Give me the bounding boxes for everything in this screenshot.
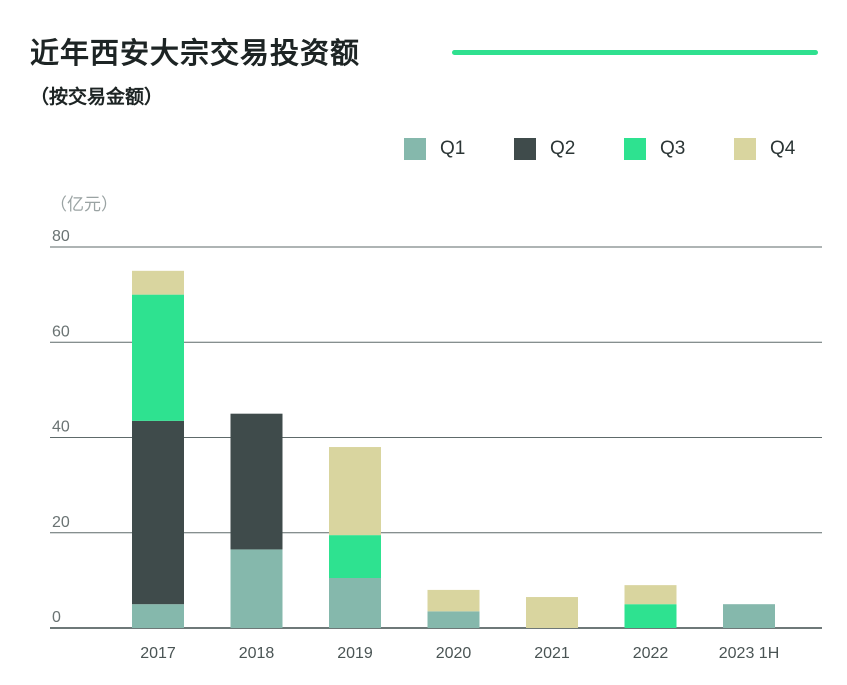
chart-subtitle: （按交易金额） [30, 86, 164, 108]
bar-segment-2022-q4 [624, 585, 677, 605]
x-tick-label: 2019 [337, 645, 373, 662]
x-tick-label: 2021 [534, 645, 570, 662]
bar-segment-2018-q2 [230, 413, 283, 550]
legend-label-q4: Q4 [770, 138, 796, 159]
title-accent-line [452, 50, 818, 55]
legend-label-q2: Q2 [550, 138, 576, 159]
bar-segment-2017-q3 [132, 294, 184, 421]
y-tick-label: 80 [52, 228, 70, 245]
legend-swatch-q3 [624, 138, 646, 160]
legend: Q1 Q2 Q3 Q4 [404, 138, 844, 160]
y-axis-unit-label: （亿元） [50, 195, 118, 215]
x-tick-label: 2017 [140, 645, 176, 662]
bar-segment-2019-q3 [329, 535, 381, 578]
bar-segment-2017-q1 [132, 604, 184, 628]
bar-segment-2021-q4 [526, 597, 578, 628]
x-tick-label: 2023 1H [719, 645, 780, 662]
bar-segment-2017-q2 [132, 420, 184, 605]
bar-segment-2020-q1 [427, 611, 480, 628]
legend-label-q1: Q1 [440, 138, 466, 159]
chart-title: 近年西安大宗交易投资额 [30, 36, 361, 70]
y-tick-label: 40 [52, 419, 70, 436]
bar-segment-2023-1H-q1 [723, 604, 775, 628]
x-tick-label: 2020 [436, 645, 472, 662]
legend-swatch-q4 [734, 138, 756, 160]
bar-segment-2019-q1 [329, 577, 381, 628]
legend-swatch-q1 [404, 138, 426, 160]
y-tick-label: 0 [52, 609, 61, 626]
bar-segment-2019-q4 [329, 447, 381, 536]
legend-item-q1: Q1 [404, 138, 514, 160]
x-tick-label: 2022 [633, 645, 669, 662]
x-tick-label: 2018 [239, 645, 275, 662]
bar-segment-2018-q1 [230, 549, 283, 628]
legend-item-q3: Q3 [624, 138, 734, 160]
bar-segment-2020-q4 [427, 589, 480, 612]
y-tick-label: 60 [52, 323, 70, 340]
bar-segment-2022-q3 [624, 604, 677, 628]
bar-segment-2017-q4 [132, 270, 184, 295]
legend-item-q4: Q4 [734, 138, 844, 160]
legend-label-q3: Q3 [660, 138, 686, 159]
y-tick-label: 20 [52, 514, 70, 531]
legend-swatch-q2 [514, 138, 536, 160]
legend-item-q2: Q2 [514, 138, 624, 160]
